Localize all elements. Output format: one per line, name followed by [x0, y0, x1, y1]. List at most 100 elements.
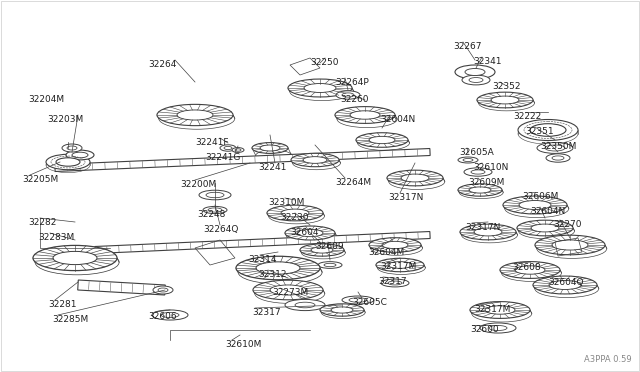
Ellipse shape: [491, 96, 519, 104]
Ellipse shape: [387, 170, 443, 186]
Ellipse shape: [161, 312, 179, 318]
Ellipse shape: [220, 145, 236, 151]
Text: 32606M: 32606M: [522, 192, 558, 201]
Text: 32312: 32312: [258, 270, 287, 279]
Ellipse shape: [252, 142, 288, 153]
Text: 32317: 32317: [252, 308, 280, 317]
Text: 32264: 32264: [148, 60, 177, 69]
Ellipse shape: [152, 310, 188, 320]
Ellipse shape: [369, 137, 395, 144]
Ellipse shape: [518, 119, 578, 141]
Ellipse shape: [376, 258, 424, 272]
Text: 32264P: 32264P: [335, 78, 369, 87]
Text: 32264M: 32264M: [335, 178, 371, 187]
Text: 32317N: 32317N: [388, 193, 424, 202]
Text: 32610N: 32610N: [473, 163, 508, 172]
Text: 32352: 32352: [492, 82, 520, 91]
Ellipse shape: [469, 187, 491, 193]
Ellipse shape: [503, 196, 567, 214]
Ellipse shape: [62, 144, 82, 152]
Ellipse shape: [356, 133, 408, 147]
Text: 32204M: 32204M: [28, 95, 64, 104]
Ellipse shape: [304, 84, 336, 93]
Text: 32241: 32241: [258, 163, 286, 172]
Ellipse shape: [297, 230, 323, 237]
Text: 32605A: 32605A: [459, 148, 493, 157]
Text: 32283M: 32283M: [38, 233, 74, 242]
Ellipse shape: [157, 105, 233, 126]
Text: 32317N: 32317N: [465, 223, 500, 232]
Ellipse shape: [517, 220, 573, 236]
Ellipse shape: [158, 288, 168, 292]
Ellipse shape: [463, 158, 473, 161]
Ellipse shape: [350, 111, 380, 119]
Ellipse shape: [388, 262, 412, 268]
Ellipse shape: [236, 256, 320, 280]
Ellipse shape: [455, 65, 495, 79]
Text: 32341: 32341: [473, 57, 502, 66]
Ellipse shape: [288, 79, 352, 97]
Ellipse shape: [470, 302, 530, 318]
Text: 32317M: 32317M: [474, 305, 510, 314]
Text: A3PPA 0.59: A3PPA 0.59: [584, 355, 632, 364]
Ellipse shape: [270, 285, 306, 295]
Ellipse shape: [480, 323, 516, 333]
Ellipse shape: [331, 307, 353, 313]
Ellipse shape: [545, 145, 565, 151]
Text: 32205M: 32205M: [22, 175, 58, 184]
Ellipse shape: [66, 150, 94, 160]
Ellipse shape: [335, 107, 395, 124]
Text: 32604: 32604: [290, 228, 319, 237]
Ellipse shape: [537, 142, 573, 153]
Ellipse shape: [33, 246, 117, 270]
Ellipse shape: [531, 224, 559, 232]
Ellipse shape: [46, 154, 90, 170]
Text: 32230: 32230: [280, 213, 308, 222]
Ellipse shape: [336, 91, 360, 99]
Ellipse shape: [349, 298, 367, 302]
Ellipse shape: [203, 206, 227, 214]
Ellipse shape: [311, 247, 333, 253]
Ellipse shape: [153, 286, 173, 294]
Ellipse shape: [549, 280, 581, 289]
Ellipse shape: [465, 68, 485, 76]
Ellipse shape: [471, 170, 485, 174]
Text: 32270: 32270: [553, 220, 582, 229]
Text: 32609: 32609: [315, 242, 344, 251]
Ellipse shape: [381, 279, 409, 287]
Text: 32241G: 32241G: [205, 153, 241, 162]
Ellipse shape: [320, 304, 364, 316]
Text: 32264Q: 32264Q: [203, 225, 238, 234]
Text: 32604N: 32604N: [380, 115, 415, 124]
Ellipse shape: [464, 168, 492, 176]
Ellipse shape: [303, 157, 327, 163]
Ellipse shape: [291, 153, 339, 167]
Ellipse shape: [369, 238, 421, 252]
Text: 32317M: 32317M: [380, 262, 417, 271]
Text: 32314: 32314: [248, 255, 276, 264]
Polygon shape: [55, 148, 430, 171]
Ellipse shape: [342, 93, 354, 97]
Text: 32203M: 32203M: [47, 115, 83, 124]
Polygon shape: [95, 231, 430, 253]
Ellipse shape: [253, 280, 323, 300]
Ellipse shape: [500, 262, 560, 278]
Ellipse shape: [535, 235, 605, 255]
Ellipse shape: [260, 145, 280, 151]
Ellipse shape: [460, 224, 516, 240]
Ellipse shape: [208, 208, 222, 212]
Text: 32241F: 32241F: [195, 138, 228, 147]
Text: 32222: 32222: [513, 112, 541, 121]
Text: 32267: 32267: [453, 42, 481, 51]
Ellipse shape: [235, 149, 241, 151]
Ellipse shape: [388, 281, 402, 285]
Ellipse shape: [546, 154, 570, 162]
Ellipse shape: [458, 184, 502, 196]
Text: 32273M: 32273M: [272, 288, 308, 297]
Text: 32609M: 32609M: [468, 178, 504, 187]
Text: 32604N: 32604N: [530, 207, 565, 216]
Text: 32250: 32250: [310, 58, 339, 67]
Ellipse shape: [552, 240, 588, 250]
Ellipse shape: [56, 158, 80, 166]
Ellipse shape: [53, 251, 97, 264]
